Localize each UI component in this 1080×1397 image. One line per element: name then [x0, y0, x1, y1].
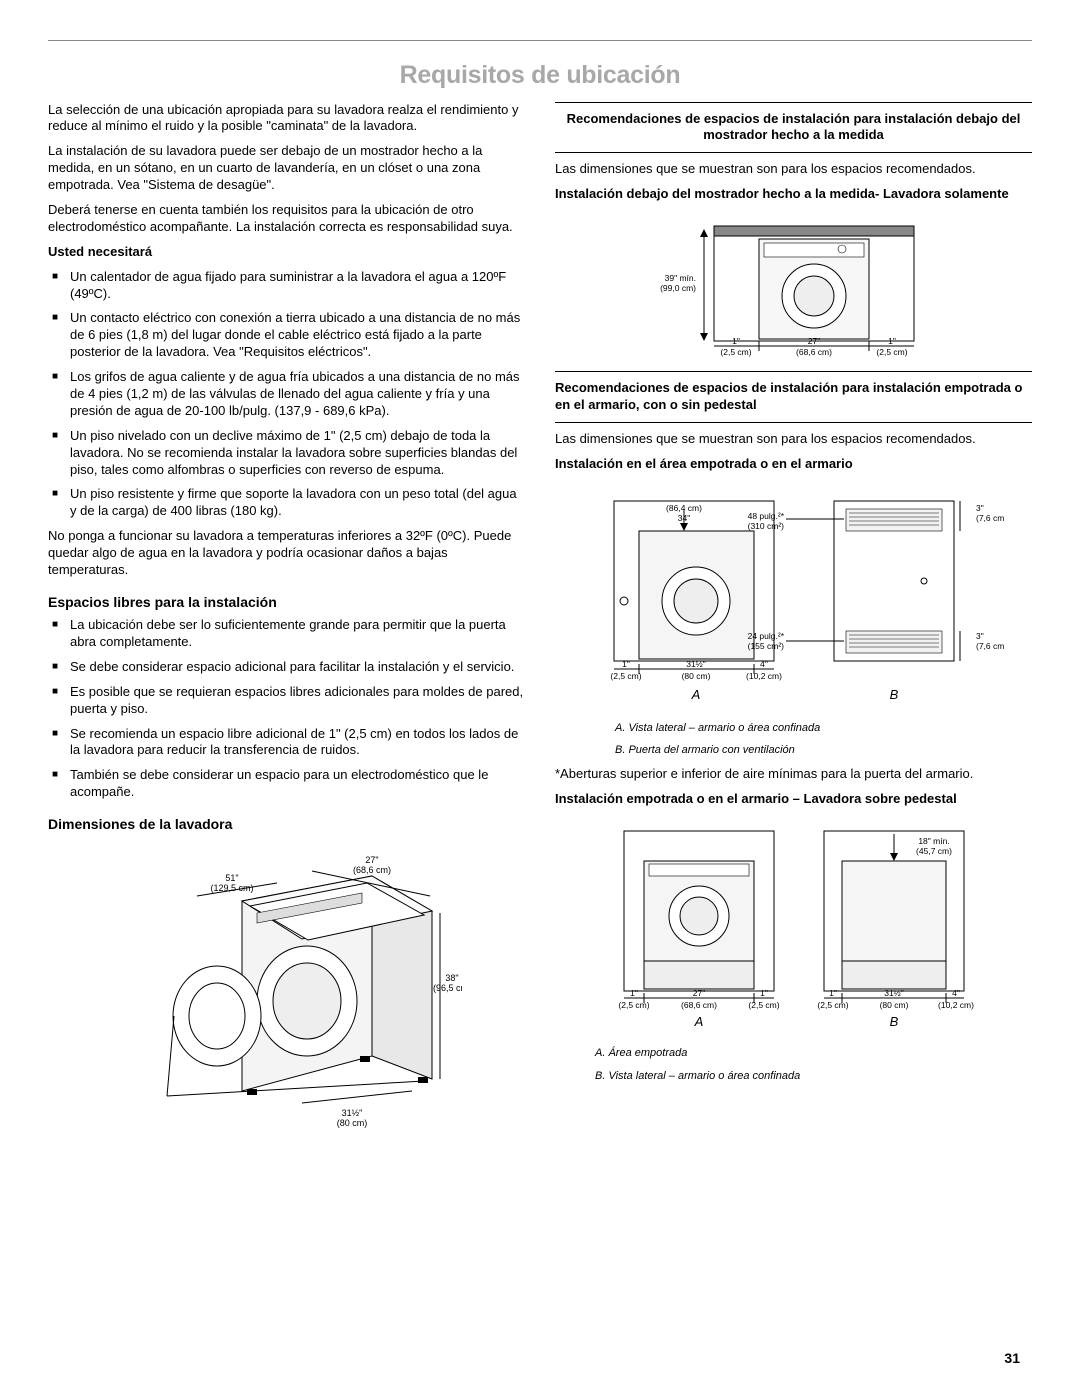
- svg-text:(99,0 cm): (99,0 cm): [660, 283, 696, 293]
- list-item: Se recomienda un espacio libre adicional…: [48, 726, 525, 760]
- two-column-layout: La selección de una ubicación apropiada …: [48, 102, 1032, 1142]
- svg-text:B: B: [889, 1014, 898, 1029]
- pedestal-diagram: 18" mín. (45,7 cm) 1" (2,5 cm) 27" (68,6…: [594, 816, 994, 1036]
- svg-text:(2,5 cm): (2,5 cm): [817, 1000, 848, 1010]
- svg-text:3": 3": [976, 503, 984, 513]
- svg-text:(10,2 cm): (10,2 cm): [746, 671, 782, 681]
- svg-text:1": 1": [630, 988, 638, 998]
- closet-p: Las dimensiones que se muestran son para…: [555, 431, 1032, 448]
- svg-text:1": 1": [760, 988, 768, 998]
- svg-text:27": 27": [692, 988, 704, 998]
- svg-text:(96,5 cm): (96,5 cm): [432, 983, 461, 993]
- list-item: Un calentador de agua fijado para sumini…: [48, 269, 525, 303]
- washer-dimensions-diagram: 51" (129,5 cm) 27" (68,6 cm) 38" (96,5 c…: [112, 841, 462, 1131]
- svg-text:(68,6 cm): (68,6 cm): [352, 865, 390, 875]
- svg-text:4": 4": [952, 988, 960, 998]
- svg-text:(2,5 cm): (2,5 cm): [876, 347, 907, 357]
- svg-text:3": 3": [976, 631, 984, 641]
- svg-text:(80 cm): (80 cm): [336, 1118, 367, 1128]
- ped-caption-b: B. Vista lateral – armario o área confin…: [595, 1069, 1032, 1084]
- undercounter-diagram: 39" mín. (99,0 cm) 1" (2,5 cm) 27" (68,6…: [644, 211, 944, 361]
- list-item: Un contacto eléctrico con conexión a tie…: [48, 310, 525, 361]
- svg-text:48 pulg.²*: 48 pulg.²*: [747, 511, 784, 521]
- svg-text:1": 1": [888, 336, 896, 346]
- closet-heading: Recomendaciones de espacios de instalaci…: [555, 380, 1032, 414]
- svg-text:(2,5 cm): (2,5 cm): [748, 1000, 779, 1010]
- vent-note: *Aberturas superior e inferior de aire m…: [555, 766, 1032, 783]
- list-item: Se debe considerar espacio adicional par…: [48, 659, 525, 676]
- list-item: Un piso nivelado con un declive máximo d…: [48, 428, 525, 479]
- list-item: También se debe considerar un espacio pa…: [48, 767, 525, 801]
- svg-text:A: A: [693, 1014, 703, 1029]
- svg-text:A: A: [690, 687, 700, 702]
- dimensions-heading: Dimensiones de la lavadora: [48, 815, 525, 833]
- undercounter-p: Las dimensiones que se muestran son para…: [555, 161, 1032, 178]
- svg-text:31½": 31½": [686, 659, 706, 669]
- pedestal-heading: Instalación empotrada o en el armario – …: [555, 791, 1032, 808]
- intro-p1: La selección de una ubicación apropiada …: [48, 102, 525, 136]
- closet-caption-a: A. Vista lateral – armario o área confin…: [615, 721, 1032, 736]
- svg-text:(45,7 cm): (45,7 cm): [916, 846, 952, 856]
- need-list: Un calentador de agua fijado para sumini…: [48, 269, 525, 521]
- left-column: La selección de una ubicación apropiada …: [48, 102, 525, 1142]
- svg-text:(2,5 cm): (2,5 cm): [610, 671, 641, 681]
- svg-text:24 pulg.²*: 24 pulg.²*: [747, 631, 784, 641]
- page-number: 31: [1004, 1349, 1020, 1367]
- section-rule: [555, 371, 1032, 372]
- section-rule: [555, 102, 1032, 103]
- svg-text:B: B: [889, 687, 898, 702]
- svg-text:1": 1": [829, 988, 837, 998]
- svg-text:1": 1": [622, 659, 630, 669]
- top-rule: [48, 40, 1032, 41]
- svg-text:(7,6 cm): (7,6 cm): [976, 641, 1004, 651]
- svg-text:(10,2 cm): (10,2 cm): [938, 1000, 974, 1010]
- temp-warning: No ponga a funcionar su lavadora a tempe…: [48, 528, 525, 579]
- svg-text:18" mín.: 18" mín.: [918, 836, 949, 846]
- intro-p3: Deberá tenerse en cuenta también los req…: [48, 202, 525, 236]
- clearance-list: La ubicación debe ser lo suficientemente…: [48, 617, 525, 801]
- list-item: Los grifos de agua caliente y de agua fr…: [48, 369, 525, 420]
- section-rule: [555, 422, 1032, 423]
- svg-text:(2,5 cm): (2,5 cm): [618, 1000, 649, 1010]
- section-rule: [555, 152, 1032, 153]
- svg-text:(7,6 cm): (7,6 cm): [976, 513, 1004, 523]
- closet-diagram: 34" (86,4 cm) 48 pulg.²* (310 cm²) 24 pu…: [584, 481, 1004, 711]
- page-title: Requisitos de ubicación: [48, 59, 1032, 92]
- svg-text:39" mín.: 39" mín.: [664, 273, 695, 283]
- undercounter-sub: Instalación debajo del mostrador hecho a…: [555, 186, 1032, 203]
- ped-caption-a: A. Área empotrada: [595, 1046, 1032, 1061]
- svg-text:(2,5 cm): (2,5 cm): [720, 347, 751, 357]
- svg-text:1": 1": [732, 336, 740, 346]
- list-item: La ubicación debe ser lo suficientemente…: [48, 617, 525, 651]
- svg-text:27": 27": [365, 855, 378, 865]
- list-item: Es posible que se requieran espacios lib…: [48, 684, 525, 718]
- svg-text:38": 38": [445, 973, 458, 983]
- svg-text:4": 4": [760, 659, 768, 669]
- right-column: Recomendaciones de espacios de instalaci…: [555, 102, 1032, 1142]
- svg-text:(68,6 cm): (68,6 cm): [681, 1000, 717, 1010]
- svg-text:(155 cm²): (155 cm²): [747, 641, 784, 651]
- closet-caption-b: B. Puerta del armario con ventilación: [615, 743, 1032, 758]
- closet-sub: Instalación en el área empotrada o en el…: [555, 456, 1032, 473]
- list-item: Un piso resistente y firme que soporte l…: [48, 486, 525, 520]
- intro-p2: La instalación de su lavadora puede ser …: [48, 143, 525, 194]
- svg-text:(86,4 cm): (86,4 cm): [666, 503, 702, 513]
- svg-text:(68,6 cm): (68,6 cm): [796, 347, 832, 357]
- svg-text:(80 cm): (80 cm): [681, 671, 710, 681]
- undercounter-heading: Recomendaciones de espacios de instalaci…: [555, 111, 1032, 145]
- svg-text:27": 27": [807, 336, 819, 346]
- need-heading: Usted necesitará: [48, 244, 525, 261]
- svg-text:(310 cm²): (310 cm²): [747, 521, 784, 531]
- svg-text:(80 cm): (80 cm): [879, 1000, 908, 1010]
- clearance-heading: Espacios libres para la instalación: [48, 593, 525, 611]
- svg-text:34": 34": [677, 513, 689, 523]
- svg-text:31½": 31½": [341, 1108, 362, 1118]
- svg-text:31½": 31½": [884, 988, 904, 998]
- svg-text:51": 51": [225, 873, 238, 883]
